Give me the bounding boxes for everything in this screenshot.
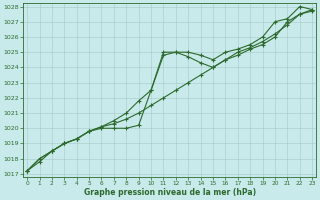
X-axis label: Graphe pression niveau de la mer (hPa): Graphe pression niveau de la mer (hPa)	[84, 188, 256, 197]
